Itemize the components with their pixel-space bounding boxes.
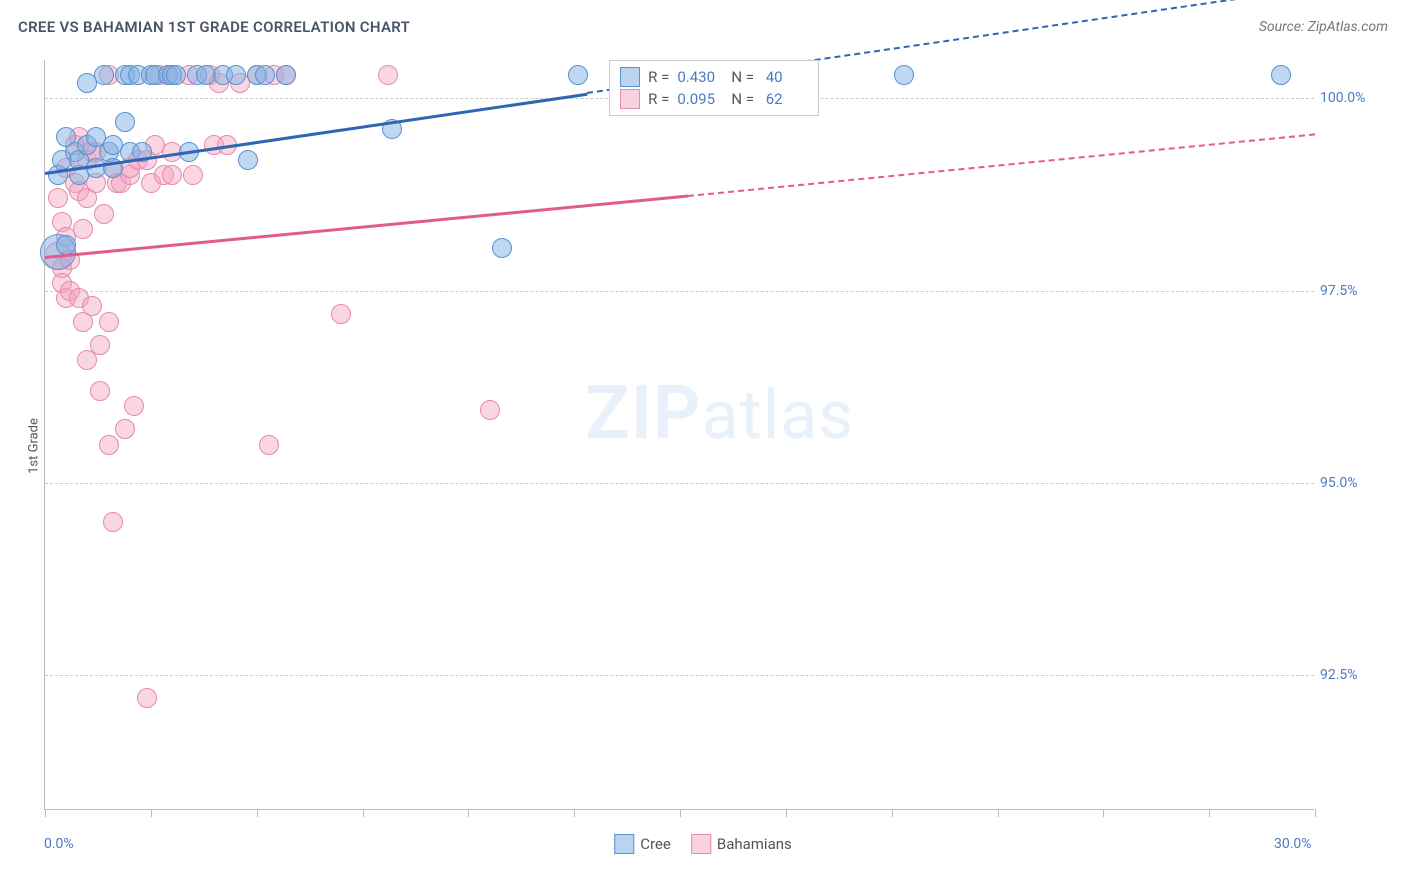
x-tick-label: 0.0% bbox=[44, 836, 74, 852]
trend-line bbox=[45, 92, 587, 174]
r-value-cree: 0.430 bbox=[677, 68, 723, 86]
y-tick-label: 97.5% bbox=[1320, 283, 1358, 299]
x-tick bbox=[468, 809, 469, 817]
data-point-bahamian bbox=[183, 165, 203, 185]
data-point-bahamian bbox=[82, 296, 102, 316]
x-tick bbox=[151, 809, 152, 817]
data-point-cree bbox=[255, 65, 275, 85]
x-tick bbox=[892, 809, 893, 817]
data-point-cree bbox=[276, 65, 296, 85]
data-point-bahamian bbox=[73, 219, 93, 239]
data-point-bahamian bbox=[378, 65, 398, 85]
trend-line bbox=[45, 195, 689, 259]
scatter-plot: ZIPatlas bbox=[44, 60, 1314, 810]
data-point-bahamian bbox=[48, 188, 68, 208]
x-tick bbox=[1103, 809, 1104, 817]
data-point-cree bbox=[238, 150, 258, 170]
watermark-small: atlas bbox=[702, 375, 855, 455]
data-point-cree bbox=[492, 238, 512, 258]
data-point-bahamian bbox=[90, 335, 110, 355]
stats-swatch-bahamian bbox=[620, 89, 640, 109]
x-tick bbox=[1315, 809, 1316, 817]
r-value-bahamian: 0.095 bbox=[677, 90, 723, 108]
y-tick-label: 100.0% bbox=[1320, 90, 1365, 106]
legend-label-cree: Cree bbox=[640, 835, 671, 853]
chart-title: CREE VS BAHAMIAN 1ST GRADE CORRELATION C… bbox=[18, 18, 410, 36]
legend-swatch-bahamian bbox=[691, 834, 711, 854]
n-label: N = bbox=[731, 90, 754, 108]
data-point-bahamian bbox=[115, 419, 135, 439]
data-point-bahamian bbox=[90, 381, 110, 401]
legend-item-cree: Cree bbox=[614, 834, 671, 854]
x-tick bbox=[363, 809, 364, 817]
data-point-bahamian bbox=[94, 204, 114, 224]
data-point-bahamian bbox=[103, 512, 123, 532]
data-point-cree bbox=[94, 65, 114, 85]
x-tick-label: 30.0% bbox=[1274, 836, 1312, 852]
data-point-cree bbox=[166, 65, 186, 85]
data-point-bahamian bbox=[99, 312, 119, 332]
y-tick-label: 95.0% bbox=[1320, 475, 1358, 491]
x-tick bbox=[1209, 809, 1210, 817]
legend-item-bahamian: Bahamians bbox=[691, 834, 792, 854]
data-point-cree bbox=[894, 65, 914, 85]
stats-swatch-cree bbox=[620, 67, 640, 87]
data-point-bahamian bbox=[259, 435, 279, 455]
data-point-bahamian bbox=[331, 304, 351, 324]
data-point-bahamian bbox=[99, 435, 119, 455]
stats-row-bahamian: R = 0.095 N = 62 bbox=[620, 89, 808, 109]
data-point-cree bbox=[568, 65, 588, 85]
data-point-cree bbox=[226, 65, 246, 85]
trend-line-extension bbox=[688, 133, 1315, 197]
source-name: ZipAtlas.com bbox=[1308, 19, 1388, 35]
data-point-bahamian bbox=[162, 165, 182, 185]
n-value-bahamian: 62 bbox=[762, 90, 808, 108]
source-attribution: Source: ZipAtlas.com bbox=[1259, 19, 1388, 35]
legend-swatch-cree bbox=[614, 834, 634, 854]
gridline-h bbox=[45, 291, 1314, 292]
data-point-bahamian bbox=[137, 688, 157, 708]
n-value-cree: 40 bbox=[762, 68, 808, 86]
watermark: ZIPatlas bbox=[585, 370, 854, 457]
x-tick bbox=[574, 809, 575, 817]
data-point-cree bbox=[115, 112, 135, 132]
x-tick bbox=[257, 809, 258, 817]
y-tick-label: 92.5% bbox=[1320, 667, 1358, 683]
x-tick bbox=[45, 809, 46, 817]
r-label: R = bbox=[648, 90, 669, 108]
n-label: N = bbox=[731, 68, 754, 86]
data-point-bahamian bbox=[480, 400, 500, 420]
chart-header: CREE VS BAHAMIAN 1ST GRADE CORRELATION C… bbox=[18, 18, 1388, 36]
watermark-big: ZIP bbox=[585, 370, 702, 457]
stats-row-cree: R = 0.430 N = 40 bbox=[620, 67, 808, 87]
stats-legend: R = 0.430 N = 40 R = 0.095 N = 62 bbox=[609, 60, 819, 116]
legend-label-bahamian: Bahamians bbox=[717, 835, 792, 853]
gridline-h bbox=[45, 483, 1314, 484]
source-prefix: Source: bbox=[1259, 19, 1308, 35]
series-legend: Cree Bahamians bbox=[614, 834, 792, 854]
data-point-bahamian bbox=[124, 396, 144, 416]
x-tick bbox=[786, 809, 787, 817]
x-tick bbox=[998, 809, 999, 817]
y-axis-label: 1st Grade bbox=[26, 418, 41, 474]
r-label: R = bbox=[648, 68, 669, 86]
gridline-h bbox=[45, 675, 1314, 676]
data-point-cree bbox=[1271, 65, 1291, 85]
x-tick bbox=[680, 809, 681, 817]
data-point-cree bbox=[56, 235, 76, 255]
